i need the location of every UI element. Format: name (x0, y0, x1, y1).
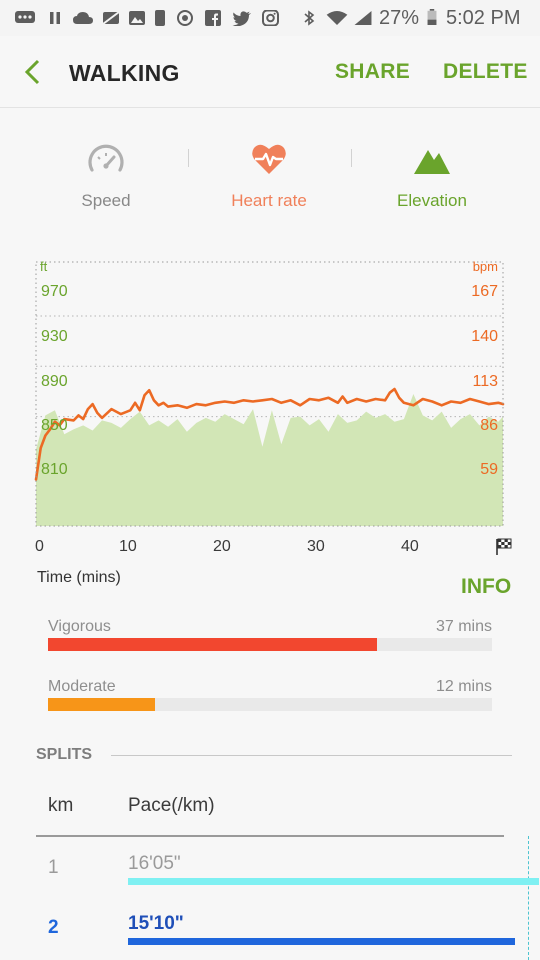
tab-divider (188, 149, 189, 167)
signal-icon (354, 10, 372, 26)
twitter-icon (232, 11, 251, 26)
right-tick-label: 140 (471, 328, 498, 345)
vigorous-label: Vigorous (48, 618, 111, 635)
elevation-area (36, 394, 503, 526)
mountain-icon (414, 150, 450, 174)
tab-divider (351, 149, 352, 167)
no-image-icon (102, 11, 120, 25)
moderate-bar (48, 698, 492, 711)
split-pace-bar (128, 878, 539, 885)
plot-frame (35, 261, 504, 527)
average-pace-line (527, 836, 529, 960)
tab-heart-rate[interactable]: Heart rate (194, 138, 344, 218)
gallery-icon (129, 11, 145, 25)
splits-header-rule (36, 835, 504, 837)
vigorous-bar (48, 638, 492, 651)
right-tick-label: 113 (472, 373, 498, 390)
app-bar: WALKING SHARE DELETE (0, 36, 540, 108)
left-tick-label: 930 (41, 328, 68, 345)
chat-icon (15, 11, 35, 23)
pace-column-header: Pace(/km) (128, 795, 215, 816)
split-pace: 16'05" (128, 853, 181, 874)
heart-rate-icon (252, 144, 286, 174)
heart-rate-line (34, 387, 505, 481)
chart-plot (34, 261, 505, 527)
splits-header: SPLITS (36, 746, 93, 763)
x-tick-label: 0 (35, 538, 44, 555)
moderate-label: Moderate (48, 678, 116, 695)
clock: 5:02 PM (446, 7, 521, 29)
x-tick-label: 20 (213, 538, 231, 555)
page-title: WALKING (69, 60, 180, 86)
tab-speed[interactable]: Speed (31, 138, 181, 218)
instagram-icon (262, 10, 279, 26)
x-axis-label: Time (mins) (37, 569, 121, 586)
phone-icon (155, 10, 165, 26)
speedometer-icon (88, 144, 124, 172)
facebook-icon (205, 10, 221, 26)
chart-section-header: CHART (37, 108, 90, 112)
tab-heart-rate-label: Heart rate (231, 191, 307, 210)
x-tick-label: 40 (401, 538, 419, 555)
finish-flag-icon (496, 538, 512, 555)
sync-icon (177, 10, 193, 26)
x-tick-label: 10 (119, 538, 137, 555)
left-tick-label: 810 (41, 461, 68, 478)
moderate-value: 12 mins (435, 678, 492, 695)
bluetooth-icon (304, 10, 315, 26)
battery-percent: 27% (379, 7, 420, 29)
left-tick-label: 970 (41, 283, 68, 300)
right-tick-label: 59 (480, 461, 498, 478)
left-axis-unit: ft (40, 259, 48, 274)
moderate-bar-fill (48, 698, 155, 711)
back-arrow-icon[interactable] (20, 54, 50, 90)
left-tick-label: 890 (41, 373, 68, 390)
cloud-icon (73, 12, 93, 24)
right-tick-label: 167 (471, 283, 498, 300)
split-km: 2 (48, 917, 59, 938)
split-pace-bar (128, 938, 516, 945)
tab-speed-label: Speed (81, 191, 131, 210)
right-tick-label: 86 (480, 417, 498, 434)
info-button[interactable]: INFO (461, 575, 512, 598)
wifi-icon (326, 10, 348, 26)
delete-button[interactable]: DELETE (443, 60, 528, 83)
split-pace: 15'10" (128, 913, 184, 934)
tab-elevation[interactable]: Elevation (357, 138, 507, 218)
right-axis-unit: bpm (472, 259, 498, 274)
x-tick-label: 30 (307, 538, 325, 555)
splits-divider (111, 755, 512, 756)
tab-elevation-label: Elevation (397, 191, 467, 210)
elevation-chart: ft bpm 970 930 890 850 810 167 140 113 8… (0, 250, 540, 570)
vigorous-value: 37 mins (435, 618, 492, 635)
status-bar: 27% 5:02 PM (0, 0, 540, 36)
left-tick-label: 850 (41, 417, 68, 434)
share-button[interactable]: SHARE (335, 60, 411, 83)
split-km: 1 (48, 857, 59, 878)
pause-icon (50, 12, 60, 24)
battery-icon (427, 9, 437, 25)
vigorous-bar-fill (48, 638, 377, 651)
km-column-header: km (48, 795, 74, 816)
